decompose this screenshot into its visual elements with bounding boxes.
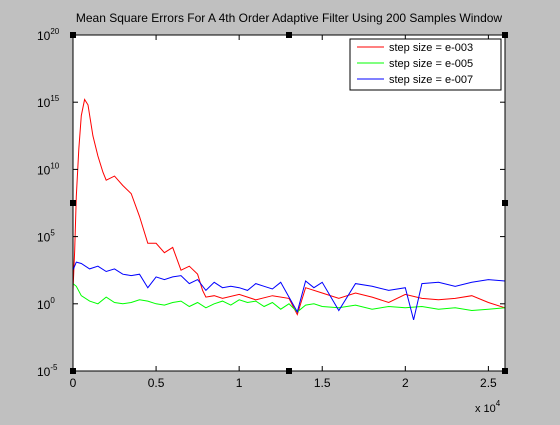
selection-handle	[70, 200, 76, 206]
chart-title: Mean Square Errors For A 4th Order Adapt…	[76, 11, 503, 25]
y-tick-base: 10	[37, 365, 51, 379]
legend-label-1: step size = e-003	[389, 42, 473, 54]
x-tick-label: 1	[236, 376, 243, 390]
y-tick-exponent: 20	[50, 27, 59, 36]
y-tick-base: 10	[37, 96, 51, 110]
y-tick-exponent: 15	[50, 94, 59, 103]
x-multiplier-exponent: 4	[496, 399, 501, 408]
axes-background	[73, 35, 505, 371]
y-tick-label: 1020	[37, 27, 60, 43]
y-tick-label: 105	[37, 229, 55, 245]
y-tick-base: 10	[37, 163, 51, 177]
y-tick-base: 10	[37, 231, 51, 245]
selection-handle	[286, 368, 292, 374]
x-multiplier-label: x 104	[475, 399, 501, 415]
legend-label-3: step size = e-007	[389, 74, 473, 86]
selection-handles	[70, 32, 508, 374]
x-axis: 0 0.5 1 1.5 2 2.5	[70, 35, 497, 390]
y-tick-exponent: 0	[50, 296, 55, 305]
y-tick-exponent: -5	[50, 363, 58, 372]
selection-handle	[70, 368, 76, 374]
x-tick-label: 2.5	[480, 376, 497, 390]
selection-handle	[502, 368, 508, 374]
legend: step size = e-003 step size = e-005 step s…	[349, 38, 502, 91]
legend-label-2: step size = e-005	[389, 58, 473, 70]
selection-handle	[502, 32, 508, 38]
selection-handle	[70, 32, 76, 38]
y-tick-base: 10	[37, 29, 51, 43]
y-tick-base: 10	[37, 298, 51, 312]
y-tick-exponent: 5	[50, 229, 55, 238]
y-tick-exponent: 10	[50, 161, 59, 170]
x-tick-label: 2	[402, 376, 409, 390]
x-tick-label: 0	[70, 376, 77, 390]
selection-handle	[502, 200, 508, 206]
x-tick-label: 0.5	[148, 376, 165, 390]
y-tick-label: 1015	[37, 94, 60, 110]
legend-entries: step size = e-003 step size = e-005 step s…	[357, 42, 473, 86]
x-tick-label: 1.5	[314, 376, 331, 390]
y-tick-label: 10-5	[37, 363, 58, 379]
series-line-2	[72, 283, 506, 313]
selection-handle	[286, 32, 292, 38]
series-line-3	[72, 261, 506, 321]
y-tick-label: 100	[37, 296, 55, 312]
y-tick-label: 1010	[37, 161, 60, 177]
series-layer	[72, 98, 506, 321]
